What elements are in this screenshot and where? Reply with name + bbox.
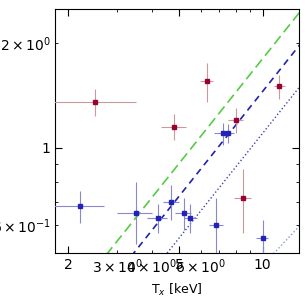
X-axis label: T$_x$ [keV]: T$_x$ [keV] [152,282,203,298]
